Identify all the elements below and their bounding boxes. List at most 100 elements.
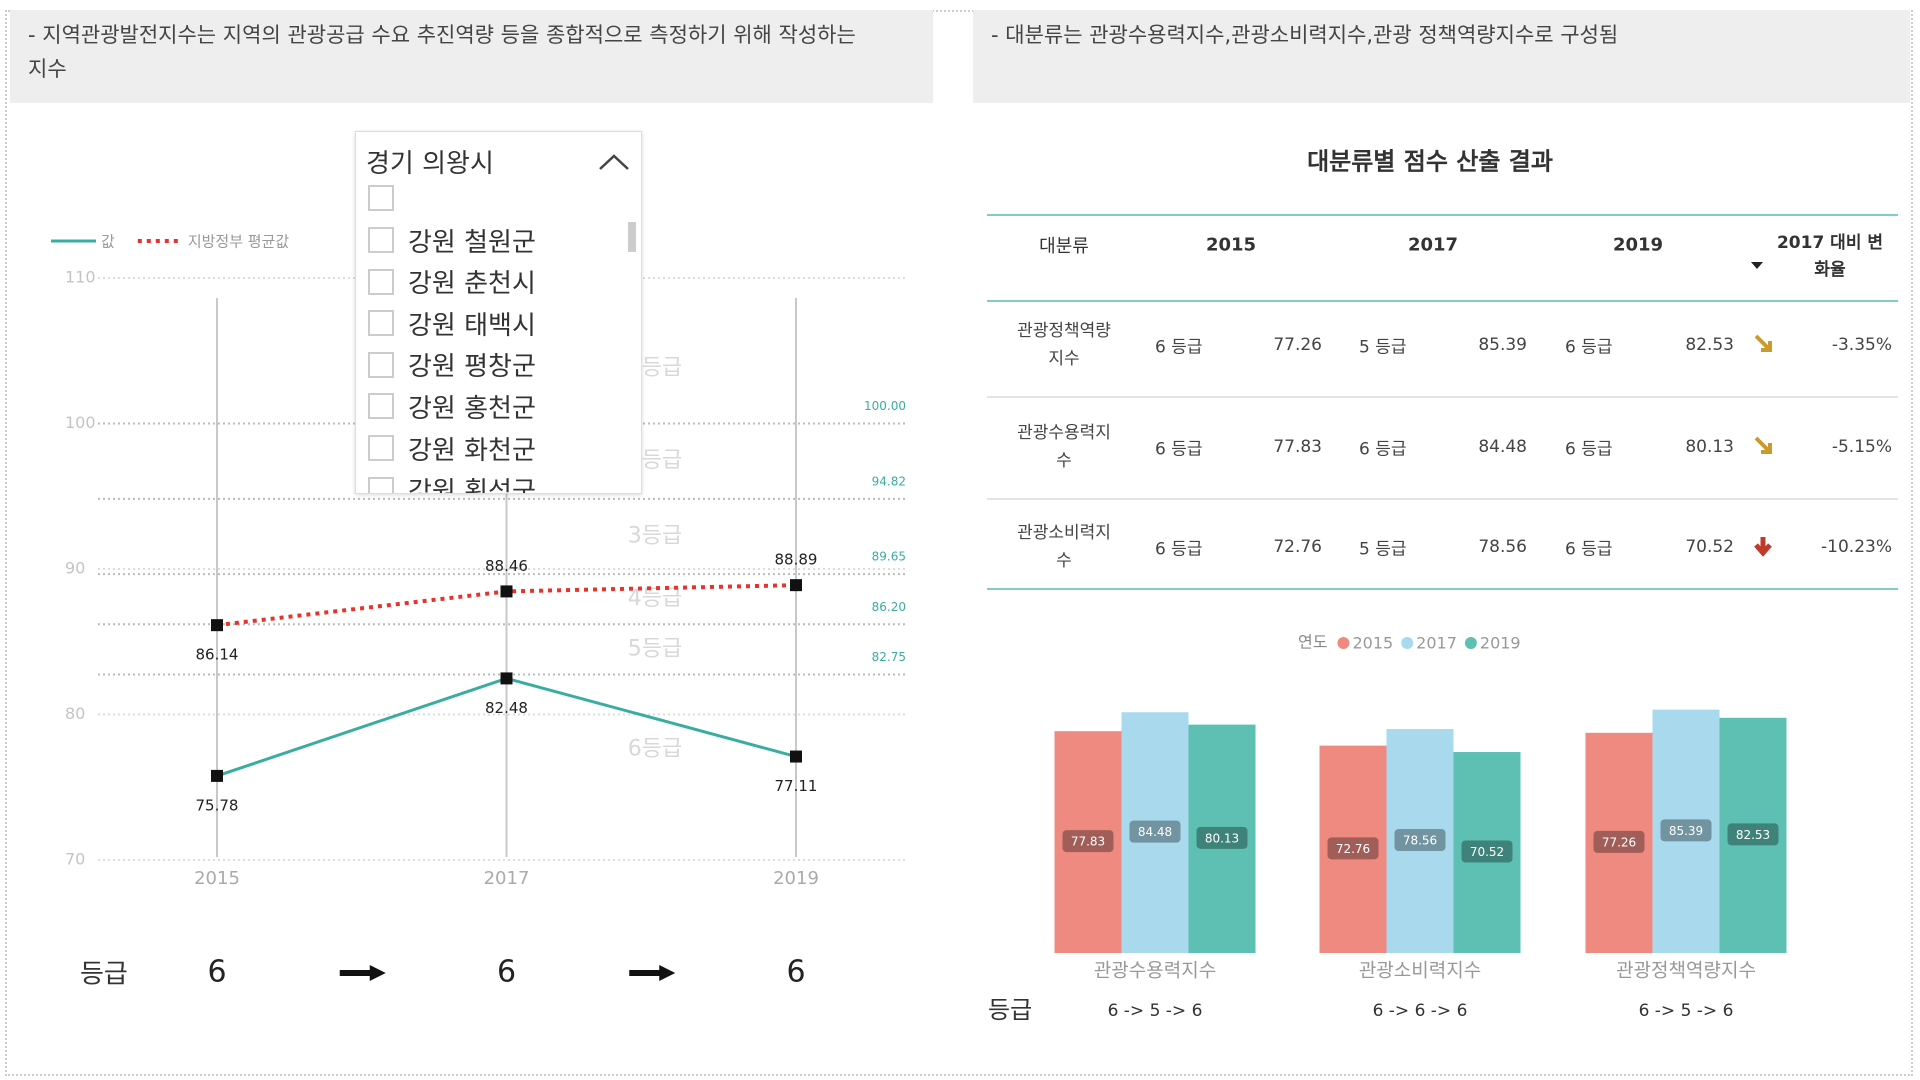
slicer-item[interactable]: 강원 철원군 bbox=[368, 220, 536, 260]
reference-label: 94.82 bbox=[872, 474, 906, 488]
chevron[interactable] bbox=[597, 152, 631, 172]
checkbox[interactable] bbox=[368, 435, 394, 461]
x-tick-label: 관광수용력지수 bbox=[1094, 960, 1216, 982]
grade-change: 6 -> 6 -> 6 bbox=[1373, 1001, 1468, 1021]
y-tick-label: 90 bbox=[65, 559, 85, 578]
x-tick-label: 2017 bbox=[484, 868, 530, 889]
trend-arrow bbox=[1754, 537, 1772, 557]
slicer-item-label: 강원 화천군 bbox=[408, 435, 536, 466]
data-label: 75.78 bbox=[196, 796, 239, 814]
table-cell: 6 등급 bbox=[1565, 337, 1613, 358]
x-tick-label: 2019 bbox=[773, 868, 819, 889]
column-header: 2017 대비 변화율 bbox=[1776, 233, 1884, 280]
x-tick-label: 2015 bbox=[194, 868, 240, 889]
grade-change: 6 -> 5 -> 6 bbox=[1639, 1001, 1734, 1021]
point bbox=[790, 579, 802, 592]
data-label: 82.48 bbox=[485, 699, 528, 717]
slicer-item[interactable]: 강원 평창군 bbox=[368, 345, 536, 385]
column-header: 2017 bbox=[1407, 234, 1459, 256]
bar-label-bg bbox=[1129, 820, 1181, 843]
table-cell: -10.23% bbox=[1821, 537, 1892, 557]
checkbox[interactable] bbox=[368, 227, 394, 253]
bar-label: 84.48 bbox=[1138, 825, 1172, 839]
grade-band-label: 5등급 bbox=[628, 636, 682, 661]
grade-change: 6 -> 5 -> 6 bbox=[1108, 1001, 1203, 1021]
slicer-item-partial[interactable] bbox=[368, 178, 408, 218]
legend-dot bbox=[1464, 637, 1477, 649]
table-rule bbox=[987, 300, 1898, 302]
point bbox=[211, 769, 223, 782]
point bbox=[500, 672, 513, 685]
table-rule bbox=[987, 214, 1898, 216]
table-cell: 80.13 bbox=[1685, 437, 1734, 457]
point bbox=[790, 750, 802, 763]
grade-band-label: 6등급 bbox=[628, 736, 682, 761]
slicer-item[interactable]: 강원 화천군 bbox=[368, 428, 536, 468]
checkbox[interactable] bbox=[368, 310, 394, 337]
bar bbox=[1054, 731, 1122, 953]
table-cell: 84.48 bbox=[1478, 437, 1527, 457]
table-rule bbox=[987, 588, 1898, 590]
table-cell: 77.83 bbox=[1273, 437, 1322, 457]
table-cell: 관광수용력지수 bbox=[1017, 423, 1111, 471]
bar-label: 70.52 bbox=[1470, 845, 1504, 859]
trend-arrow bbox=[1754, 334, 1772, 352]
table-title: 대분류별 점수 산출 결과 bbox=[1307, 147, 1553, 176]
table-cell: 6 등급 bbox=[1155, 539, 1203, 560]
table-cell: 77.26 bbox=[1273, 335, 1322, 355]
table-cell: 6 등급 bbox=[1155, 439, 1203, 460]
scrollbar bbox=[628, 222, 636, 252]
table-cell: 78.56 bbox=[1478, 537, 1527, 557]
table-cell: 5 등급 bbox=[1359, 539, 1407, 560]
bar-label: 78.56 bbox=[1403, 834, 1437, 848]
table-cell: 관광소비력지수 bbox=[1017, 523, 1111, 571]
bar-label-bg bbox=[1461, 840, 1513, 863]
bar-label: 82.53 bbox=[1736, 828, 1770, 842]
table-cell: 82.53 bbox=[1685, 335, 1734, 355]
legend-label: 2015 bbox=[1352, 634, 1393, 653]
data-label: 86.14 bbox=[196, 646, 239, 664]
grade-band-label: 4등급 bbox=[628, 586, 682, 611]
left-note-text: - 지역관광발전지수는 지역의 관광공급 수요 추진역량 등을 종합적으로 측정… bbox=[28, 23, 856, 81]
x-tick-label: 관광정책역량지수 bbox=[1616, 960, 1756, 982]
slicer-item[interactable]: 강원 춘천시 bbox=[368, 262, 536, 302]
table-cell: 72.76 bbox=[1273, 537, 1322, 557]
column-header: 대분류 bbox=[1039, 236, 1089, 257]
table-cell: 6 등급 bbox=[1565, 439, 1613, 460]
grade-value: 6 bbox=[786, 955, 805, 990]
bar-label-bg bbox=[1062, 830, 1114, 853]
checkbox[interactable] bbox=[368, 393, 394, 420]
table-cell: -5.15% bbox=[1831, 437, 1892, 457]
point bbox=[211, 619, 223, 632]
table-cell: 6 등급 bbox=[1155, 337, 1203, 358]
bar bbox=[1386, 729, 1454, 953]
table-cell: 5 등급 bbox=[1359, 337, 1407, 358]
legend-label: 지방정부 평균값 bbox=[188, 233, 290, 251]
slicer-item-label: 강원 횡성군 bbox=[408, 477, 536, 494]
bar-label: 80.13 bbox=[1205, 831, 1239, 845]
trend-icon bbox=[1753, 435, 1775, 457]
slicer-item-label: 강원 평창군 bbox=[408, 352, 536, 383]
bar-label-bg bbox=[1394, 829, 1446, 852]
bar-label-bg bbox=[1327, 837, 1379, 860]
trend-icon bbox=[1753, 535, 1775, 557]
grade-arrow-head bbox=[369, 965, 386, 981]
slicer-header[interactable]: 경기 의왕시 bbox=[366, 148, 494, 179]
reference-label: 89.65 bbox=[872, 550, 906, 564]
grade-band-label: 3등급 bbox=[628, 523, 682, 548]
checkbox[interactable] bbox=[368, 268, 394, 295]
slicer-item[interactable]: 강원 홍천군 bbox=[368, 386, 536, 426]
table-cell: 관광정책역량지수 bbox=[1017, 321, 1111, 369]
bar bbox=[1585, 732, 1653, 953]
grade-row-label: 등급 bbox=[988, 996, 1032, 1024]
grade-value: 6 bbox=[207, 955, 226, 990]
slicer-item[interactable]: 강원 태백시 bbox=[368, 303, 536, 343]
checkbox[interactable] bbox=[368, 351, 394, 378]
table-cell: 6 등급 bbox=[1565, 539, 1613, 560]
y-tick-label: 110 bbox=[65, 268, 96, 287]
table-rule bbox=[987, 396, 1898, 398]
table-cell: 6 등급 bbox=[1359, 439, 1407, 460]
slicer-item[interactable]: 강원 횡성군 bbox=[368, 470, 536, 494]
checkbox[interactable] bbox=[368, 476, 394, 493]
